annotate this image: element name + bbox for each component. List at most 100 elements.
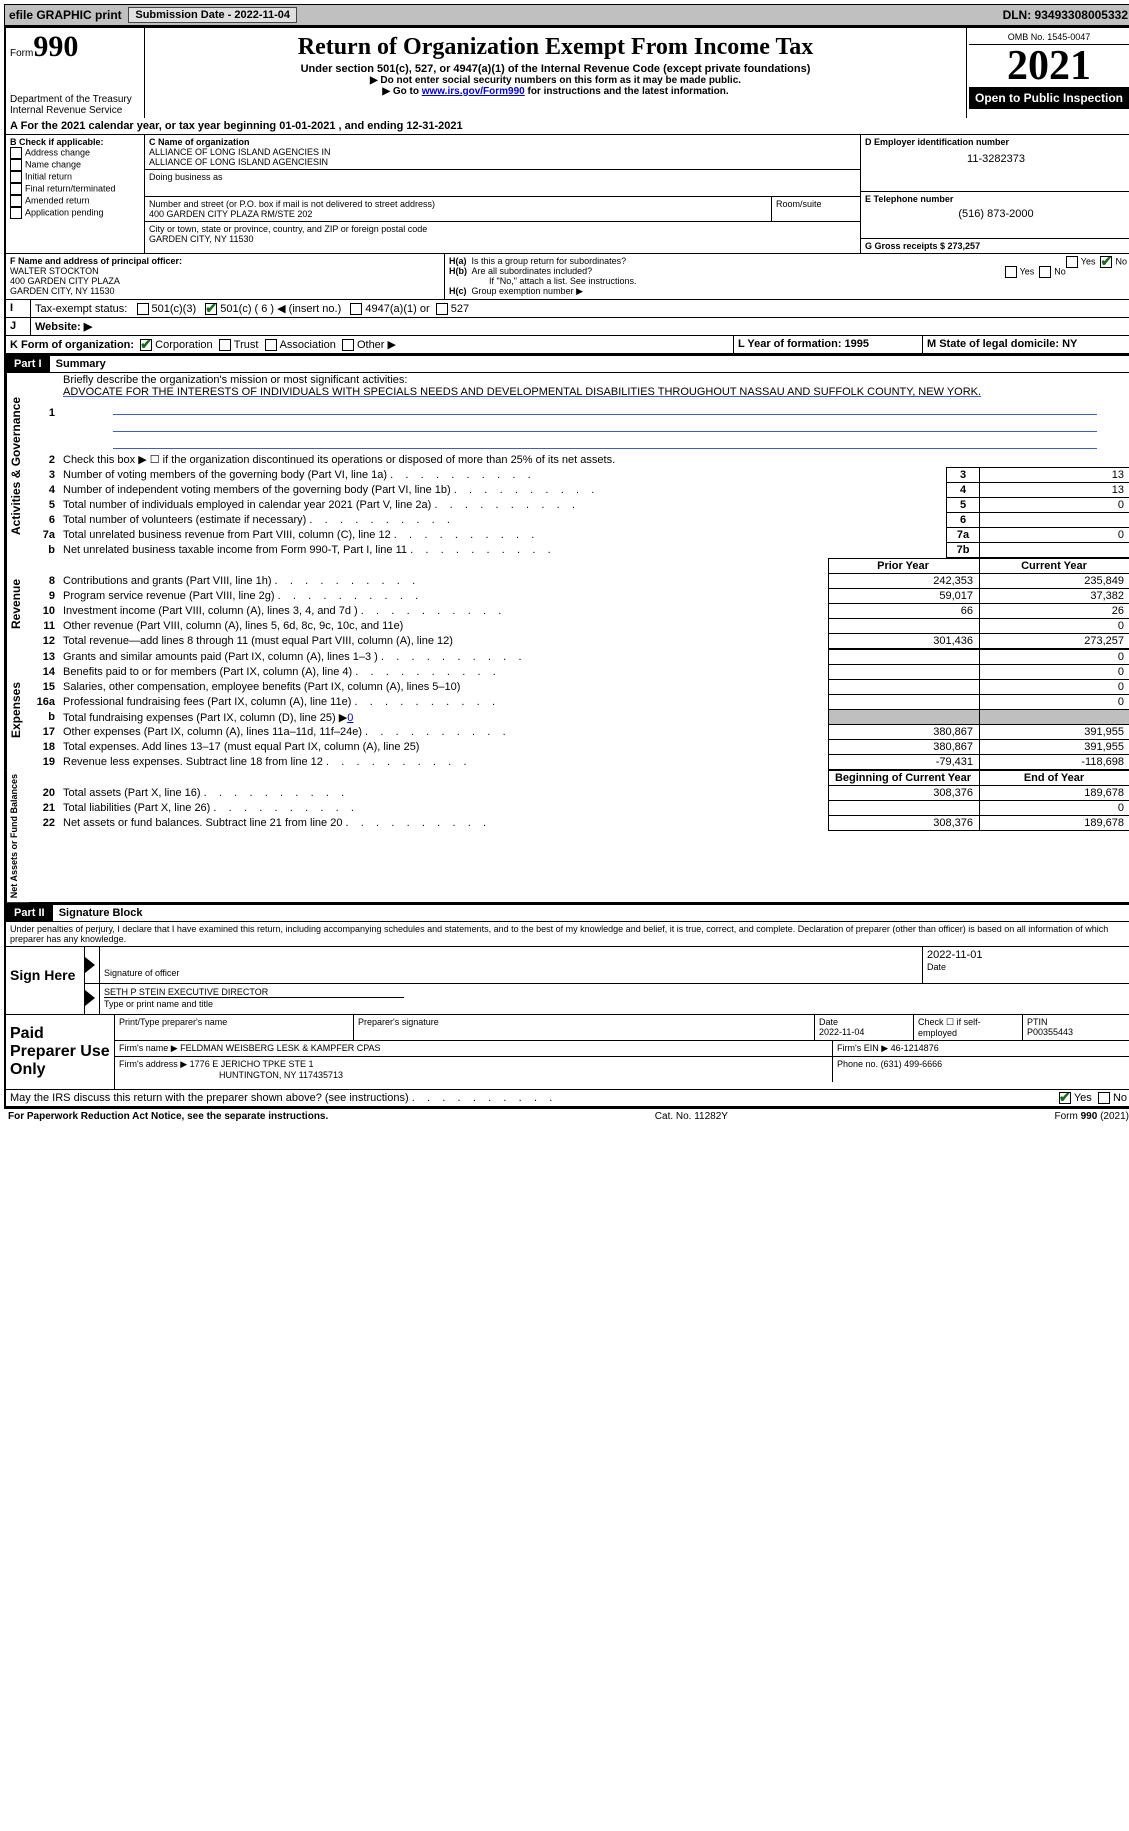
block-f-h: F Name and address of principal officer:…: [6, 254, 1129, 300]
submission-date-btn[interactable]: Submission Date - 2022-11-04: [128, 7, 297, 23]
cb-527[interactable]: 527: [451, 303, 469, 315]
dept-treasury: Department of the Treasury: [10, 94, 140, 105]
cb-name-change[interactable]: Name change: [25, 159, 81, 169]
form-number: 990: [33, 30, 78, 63]
sec-c-name-label: C Name of organization: [149, 137, 856, 147]
tax-year: 2021: [969, 45, 1129, 87]
l10-prior: 66: [829, 604, 980, 619]
sig-date-label: Date: [927, 962, 946, 972]
vlabel-netassets: Net Assets or Fund Balances: [6, 770, 29, 902]
sig-officer-label: Signature of officer: [104, 968, 179, 978]
officer-sub-label: Type or print name and title: [104, 999, 213, 1009]
cb-initial-return[interactable]: Initial return: [25, 171, 72, 181]
perjury-declaration: Under penalties of perjury, I declare th…: [6, 922, 1129, 947]
room-label: Room/suite: [776, 199, 856, 209]
ha-text: Is this a group return for subordinates?: [472, 256, 627, 266]
cb-501c[interactable]: 501(c) ( 6 ) ◀ (insert no.): [220, 303, 341, 315]
l3-val: 13: [980, 468, 1129, 483]
l16b-val[interactable]: 0: [347, 712, 353, 724]
sec-f-label: F Name and address of principal officer:: [10, 256, 440, 266]
l1-mission: ADVOCATE FOR THE INTERESTS OF INDIVIDUAL…: [63, 386, 981, 398]
part1-header: Part I Summary: [6, 354, 1129, 373]
firm-name: FELDMAN WEISBERG LESK & KAMPFER CPAS: [180, 1043, 380, 1053]
l22-curr: 189,678: [980, 816, 1129, 831]
l8-curr: 235,849: [980, 574, 1129, 589]
l20-curr: 189,678: [980, 786, 1129, 801]
arrow-icon: [85, 957, 95, 973]
part1-netassets: Net Assets or Fund Balances Beginning of…: [6, 770, 1129, 903]
footer-form-pre: Form: [1055, 1111, 1081, 1122]
year-formation: L Year of formation: 1995: [738, 338, 869, 350]
cb-assoc[interactable]: Association: [280, 339, 336, 351]
l5-text: Total number of individuals employed in …: [63, 499, 575, 511]
cb-final-return[interactable]: Final return/terminated: [25, 183, 116, 193]
part2-title: Signature Block: [59, 907, 143, 919]
ein-value: 11-3282373: [865, 147, 1127, 165]
hb-no[interactable]: No: [1054, 266, 1066, 276]
part2-header: Part II Signature Block: [6, 903, 1129, 922]
l15-prior: [829, 680, 980, 695]
dept-irs: Internal Revenue Service: [10, 105, 140, 116]
pp-sig-label: Preparer's signature: [354, 1015, 815, 1040]
part1-title: Summary: [56, 358, 106, 370]
l18-text: Total expenses. Add lines 13–17 (must eq…: [63, 741, 419, 753]
cb-other[interactable]: Other ▶: [357, 339, 396, 351]
cb-amended[interactable]: Amended return: [25, 195, 90, 205]
l11-prior: [829, 619, 980, 634]
cb-address-change[interactable]: Address change: [25, 147, 90, 157]
pp-date-val: 2022-11-04: [819, 1027, 864, 1037]
l19-prior: -79,431: [829, 755, 980, 770]
form-subtitle: Under section 501(c), 527, or 4947(a)(1)…: [153, 63, 958, 75]
sec-k-label: K Form of organization:: [10, 339, 134, 351]
l9-text: Program service revenue (Part VIII, line…: [63, 590, 418, 602]
irs-discuss-row: May the IRS discuss this return with the…: [6, 1090, 1129, 1106]
block-klm: K Form of organization: Corporation Trus…: [6, 336, 1129, 354]
cb-trust[interactable]: Trust: [234, 339, 259, 351]
part1-activities-governance: Activities & Governance 1 Briefly descri…: [6, 373, 1129, 558]
website-label: Website: ▶: [31, 318, 1129, 335]
ptin-label: PTIN: [1027, 1017, 1048, 1027]
vlabel-expenses: Expenses: [6, 649, 29, 770]
l1-label: Briefly describe the organization's miss…: [63, 374, 407, 386]
cb-app-pending[interactable]: Application pending: [25, 207, 104, 217]
footer-pra: For Paperwork Reduction Act Notice, see …: [8, 1111, 328, 1122]
org-city: GARDEN CITY, NY 11530: [149, 234, 856, 244]
footer-form: 990: [1081, 1111, 1098, 1122]
irs-yes[interactable]: Yes: [1074, 1092, 1092, 1104]
efile-topbar: efile GRAPHIC print Submission Date - 20…: [4, 4, 1129, 26]
l21-text: Total liabilities (Part X, line 26): [63, 802, 354, 814]
officer-printed-name: SETH P STEIN EXECUTIVE DIRECTOR: [104, 987, 404, 998]
instr-goto: ▶ Go to www.irs.gov/Form990 for instruct…: [153, 86, 958, 97]
irs-link[interactable]: www.irs.gov/Form990: [422, 86, 525, 97]
l10-curr: 26: [980, 604, 1129, 619]
part2-badge: Part II: [6, 905, 53, 921]
line-a-text: For the 2021 calendar year, or tax year …: [21, 120, 463, 132]
cb-4947[interactable]: 4947(a)(1) or: [365, 303, 429, 315]
l18-curr: 391,955: [980, 740, 1129, 755]
l20-text: Total assets (Part X, line 16): [63, 787, 344, 799]
page-footer: For Paperwork Reduction Act Notice, see …: [4, 1108, 1129, 1124]
part1-revenue: Revenue Prior YearCurrent Year 8Contribu…: [6, 558, 1129, 649]
l9-prior: 59,017: [829, 589, 980, 604]
block-i: I Tax-exempt status: 501(c)(3) 501(c) ( …: [6, 300, 1129, 318]
sec-d-label: D Employer identification number: [865, 137, 1127, 147]
firm-addr1: 1776 E JERICHO TPKE STE 1: [190, 1059, 314, 1069]
form-word: Form: [10, 48, 33, 59]
hb-yes[interactable]: Yes: [1020, 266, 1035, 276]
ha-yes[interactable]: Yes: [1081, 256, 1096, 266]
cb-corp[interactable]: Corporation: [155, 339, 212, 351]
block-j: J Website: ▶: [6, 318, 1129, 336]
l14-prior: [829, 665, 980, 680]
pp-name-label: Print/Type preparer's name: [115, 1015, 354, 1040]
cb-501c3[interactable]: 501(c)(3): [152, 303, 197, 315]
pp-date-label: Date: [819, 1017, 838, 1027]
l7a-val: 0: [980, 528, 1129, 543]
irs-no[interactable]: No: [1113, 1092, 1127, 1104]
l12-text: Total revenue—add lines 8 through 11 (mu…: [63, 635, 453, 647]
l14-curr: 0: [980, 665, 1129, 680]
ha-no[interactable]: No: [1115, 256, 1127, 266]
l7a-text: Total unrelated business revenue from Pa…: [63, 529, 534, 541]
dba-label: Doing business as: [149, 172, 856, 182]
addr-label: Number and street (or P.O. box if mail i…: [149, 199, 767, 209]
pp-self-employed[interactable]: Check ☐ if self-employed: [914, 1015, 1023, 1040]
